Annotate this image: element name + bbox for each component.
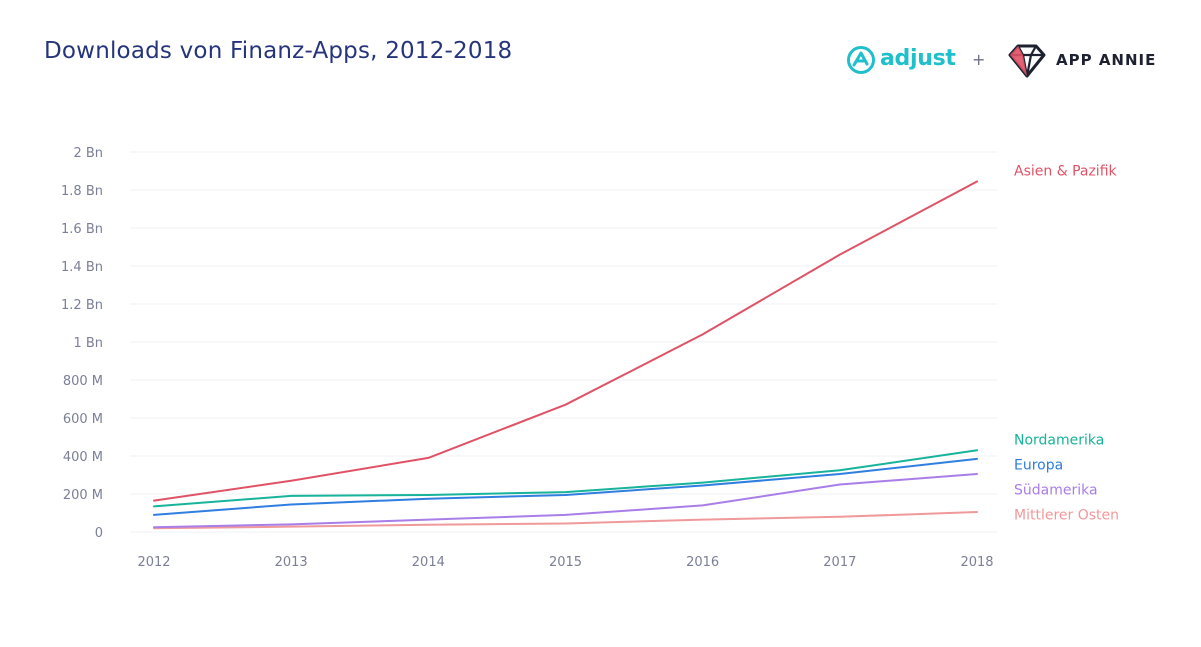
app-annie-logo-text: APP ANNIE [1056, 51, 1157, 69]
x-tick-label: 2015 [549, 555, 582, 570]
x-tick-label: 2016 [686, 555, 719, 570]
y-tick-label: 0 [95, 526, 103, 541]
series-line [153, 449, 978, 508]
y-tick-label: 600 M [63, 412, 103, 427]
y-tick-label: 400 M [63, 450, 103, 465]
series-line [153, 473, 978, 529]
series-end-label: Asien & Pazifik [1014, 163, 1118, 179]
brand-logos: adjust + APP ANNIE [846, 42, 1166, 82]
y-tick-label: 1 Bn [73, 336, 103, 351]
series-end-label: Europa [1014, 457, 1063, 473]
diamond-logo-icon [1008, 44, 1046, 78]
x-tick-label: 2017 [823, 555, 856, 570]
y-tick-label: 1.8 Bn [61, 184, 103, 199]
series-line [153, 511, 978, 530]
plus-sign: + [972, 50, 986, 69]
x-tick-label: 2013 [275, 555, 308, 570]
adjust-logo-icon [847, 46, 875, 74]
series-end-label: Nordamerika [1014, 432, 1104, 448]
chart-title: Downloads von Finanz-Apps, 2012-2018 [44, 38, 513, 64]
y-tick-label: 200 M [63, 488, 103, 503]
series-line [153, 457, 978, 516]
adjust-logo-text: adjust [880, 46, 956, 71]
series-line [153, 180, 978, 502]
series-end-label: Südamerika [1014, 482, 1098, 498]
y-tick-label: 1.2 Bn [61, 298, 103, 313]
x-tick-label: 2018 [960, 555, 993, 570]
series-end-label: Mittlerer Osten [1014, 507, 1119, 523]
y-tick-label: 2 Bn [73, 146, 103, 161]
y-tick-label: 1.6 Bn [61, 222, 103, 237]
y-tick-label: 800 M [63, 374, 103, 389]
x-tick-label: 2012 [137, 555, 170, 570]
x-tick-label: 2014 [412, 555, 445, 570]
y-tick-label: 1.4 Bn [61, 260, 103, 275]
